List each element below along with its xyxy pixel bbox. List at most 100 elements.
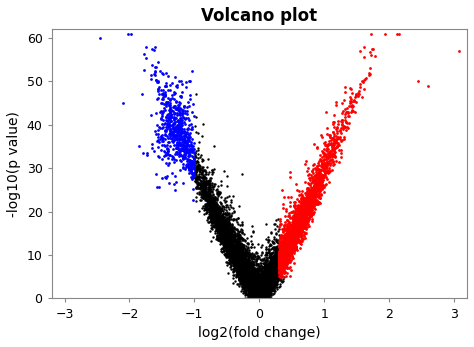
Point <box>186 134 193 139</box>
Point <box>239 236 247 242</box>
Point <box>281 257 289 262</box>
Point <box>161 83 169 88</box>
Point <box>304 200 311 205</box>
Point <box>259 276 267 282</box>
Point <box>267 275 275 280</box>
Point <box>171 128 179 134</box>
Point <box>258 296 265 301</box>
Point <box>202 170 210 175</box>
Point <box>260 269 268 274</box>
Point <box>227 253 235 259</box>
Point <box>228 226 236 231</box>
Point <box>333 143 341 149</box>
Point <box>180 135 188 141</box>
Point <box>256 288 264 293</box>
Point <box>255 296 262 301</box>
Point <box>228 253 236 259</box>
Point <box>256 273 264 278</box>
Point <box>237 265 245 270</box>
Point <box>244 296 251 301</box>
Point <box>265 264 273 270</box>
Point <box>201 182 208 187</box>
Point <box>304 206 312 211</box>
Point <box>219 218 227 223</box>
Point <box>299 194 307 200</box>
Point <box>276 218 283 223</box>
Point <box>239 263 247 268</box>
Point <box>311 193 319 199</box>
Point <box>218 235 225 241</box>
Point <box>290 241 298 247</box>
Point <box>282 243 289 248</box>
Point <box>298 235 305 241</box>
Point <box>254 283 262 289</box>
Point <box>277 260 284 266</box>
Point <box>238 277 246 282</box>
Point <box>281 256 288 262</box>
Point <box>246 279 254 285</box>
Point <box>280 244 288 249</box>
Point <box>343 105 351 110</box>
Point <box>265 268 273 273</box>
Point <box>254 273 261 279</box>
Point <box>270 270 277 276</box>
Point <box>255 277 263 282</box>
Point <box>219 214 226 220</box>
Point <box>165 124 173 129</box>
Point <box>295 220 303 226</box>
Point <box>245 280 253 285</box>
Point <box>247 272 255 277</box>
Point <box>238 268 246 273</box>
Point <box>279 248 287 253</box>
Point <box>230 232 238 237</box>
Point <box>221 227 228 232</box>
Point <box>254 294 262 299</box>
Point <box>241 272 248 278</box>
Point <box>256 289 264 295</box>
Point <box>293 211 301 217</box>
Point <box>274 277 282 283</box>
Point <box>231 272 238 278</box>
Point <box>258 275 265 281</box>
Point <box>222 225 230 230</box>
Point <box>246 274 254 280</box>
Point <box>285 249 293 255</box>
Point <box>214 188 221 193</box>
Point <box>239 257 246 263</box>
Point <box>197 188 205 194</box>
Point <box>297 222 304 228</box>
Point <box>251 253 259 259</box>
Point <box>281 213 289 218</box>
Point <box>213 208 221 213</box>
Point <box>268 268 276 273</box>
Point <box>244 245 251 250</box>
Point <box>269 287 277 292</box>
Point <box>309 210 317 215</box>
Point <box>191 151 199 156</box>
Point <box>275 253 283 258</box>
Point <box>278 247 285 253</box>
Point <box>211 218 219 223</box>
Point <box>261 274 268 279</box>
Point <box>262 295 269 300</box>
Point <box>247 287 255 292</box>
Point <box>211 222 219 227</box>
Point <box>255 277 262 282</box>
Point <box>208 220 216 226</box>
Point <box>290 227 297 233</box>
Point <box>243 265 250 271</box>
Point <box>273 281 281 287</box>
Point <box>251 288 258 294</box>
Point <box>154 144 162 150</box>
Point <box>264 287 272 292</box>
Point <box>347 103 355 109</box>
Point <box>230 249 238 255</box>
Point <box>298 212 305 218</box>
Point <box>243 276 250 282</box>
Point <box>271 288 278 294</box>
Point <box>292 233 300 239</box>
Point <box>263 287 271 293</box>
Point <box>225 254 233 260</box>
Point <box>202 193 210 199</box>
Point <box>265 248 273 254</box>
